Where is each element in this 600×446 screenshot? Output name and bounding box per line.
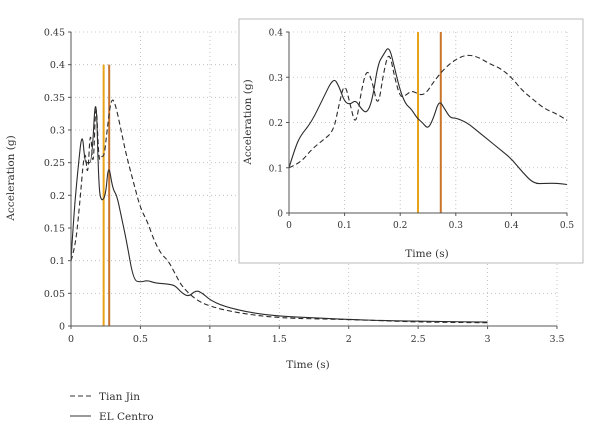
main-x-tick-label: 2	[346, 334, 352, 345]
inset-x-tick-label: 0.4	[504, 221, 519, 231]
inset-x-tick-label: 0.3	[449, 221, 464, 231]
main-x-tick-label: 0	[68, 334, 74, 345]
main-x-tick-label: 2.5	[411, 334, 426, 345]
main-y-tick-label: 0.4	[50, 60, 65, 71]
inset-y-tick-label: 0.2	[269, 119, 283, 129]
inset-axes	[286, 31, 568, 216]
main-y-tick-label: 0.1	[50, 256, 65, 267]
inset-series-el-centro	[288, 48, 568, 186]
main-x-tick-label: 1.5	[272, 334, 287, 345]
inset-y-tick-label: 0.1	[269, 164, 283, 174]
main-y-tick-label: 0.25	[44, 158, 65, 169]
inset-y-tick-label: 0.4	[269, 29, 284, 39]
inset-y-axis-label: Acceleration (g)	[242, 79, 254, 165]
main-y-tick-label: 0.05	[44, 289, 65, 300]
main-marker-lines	[102, 64, 111, 326]
legend-label-el-centro: EL Centro	[99, 411, 154, 423]
main-y-tick-label: 0.45	[44, 28, 65, 39]
main-x-tick-label: 3	[485, 334, 491, 345]
main-series-tian-jin	[70, 99, 488, 324]
inset-series	[288, 48, 568, 186]
main-series-el-centro	[70, 106, 488, 323]
main-tick-labels: 0 0.5 1 1.5 2 2.5 3 3.5 0 0.05 0.1 0.15 0.2 0.25 0.3 0.…	[44, 28, 565, 346]
inset-marker-lines	[416, 32, 442, 213]
inset-x-tick-label: 0.1	[337, 221, 351, 231]
inset-y-tick-label: 0.3	[269, 74, 284, 84]
main-y-tick-label: 0.15	[44, 224, 65, 235]
inset-x-axis-label: Time (s)	[405, 248, 448, 260]
inset-tick-labels: 0 0.1 0.2 0.3 0.4 0.5 0 0.1 0.2 0.3 0.4	[269, 29, 575, 232]
main-y-axis-label: Acceleration (g)	[5, 135, 17, 221]
main-y-tick-label: 0.3	[50, 126, 65, 137]
inset-series-tian-jin	[288, 54, 568, 169]
main-y-tick-label: 0	[59, 322, 65, 333]
main-x-axis-label: Time (s)	[286, 359, 329, 371]
inset-x-tick-label: 0.2	[393, 221, 407, 231]
legend-label-tian-jin: Tian Jin	[99, 391, 140, 403]
main-axes	[68, 31, 558, 329]
main-series	[70, 99, 488, 324]
main-x-tick-label: 0.5	[133, 334, 148, 345]
inset-frame	[238, 18, 584, 264]
main-x-tick-label: 3.5	[549, 334, 564, 345]
main-x-tick-label: 1	[207, 334, 213, 345]
main-y-tick-label: 0.2	[50, 191, 65, 202]
legend: Tian Jin EL Centro	[70, 391, 154, 423]
inset-y-tick-label: 0	[277, 210, 283, 220]
inset-x-tick-label: 0	[286, 221, 292, 231]
inset-x-tick-label: 0.5	[560, 221, 575, 231]
main-y-tick-label: 0.35	[44, 93, 65, 104]
